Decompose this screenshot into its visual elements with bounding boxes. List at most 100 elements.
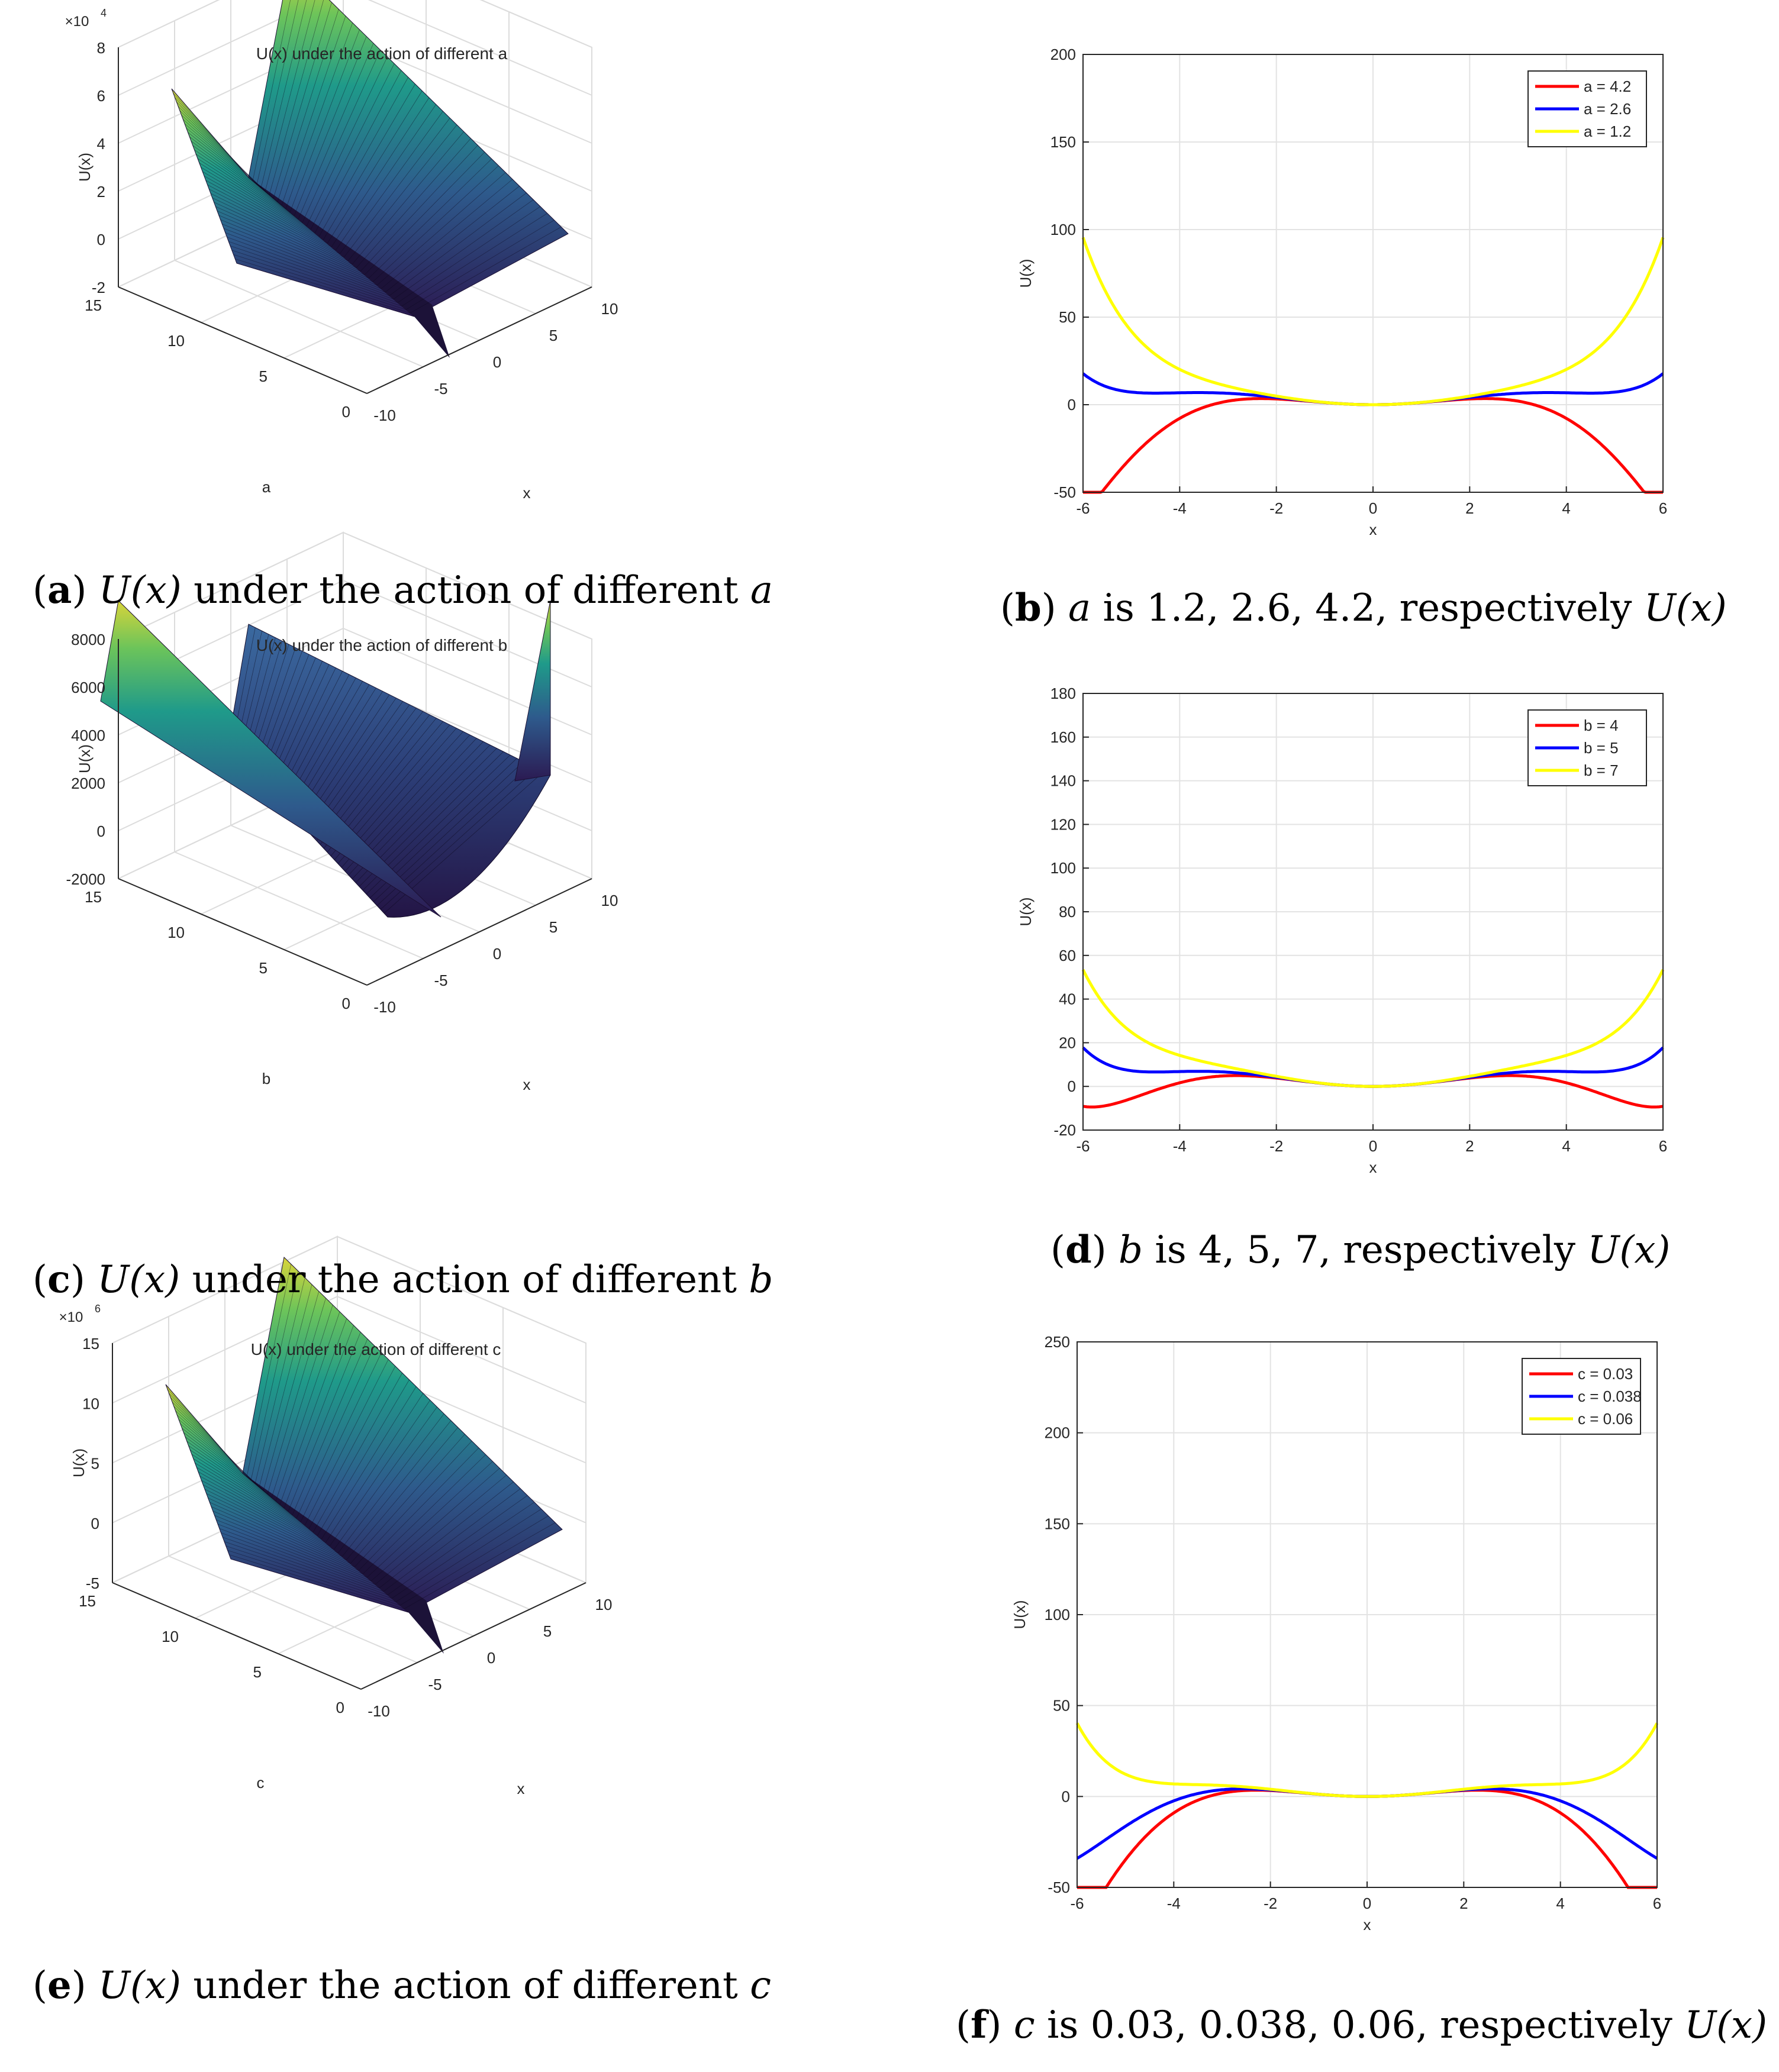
mesh-line (201, 1480, 334, 1550)
x-axis-label: x (523, 484, 531, 502)
mesh-line (214, 202, 357, 269)
mesh-line (179, 110, 270, 195)
mesh-line (271, 1305, 333, 1498)
mesh-line (228, 241, 394, 300)
z-tick-label: 6 (97, 87, 105, 105)
line-chart-f: -6 -4 -2 0 2 4 6 -50 0 50 100 150 200 250 x U(x) c = 0.0… (1011, 1333, 1661, 1934)
mesh-line (337, 1413, 444, 1554)
y-tick-label: 5 (259, 367, 268, 385)
mesh-line (196, 1467, 322, 1540)
legend-label-1: c = 0.03 (1578, 1365, 1633, 1383)
mesh-line (212, 198, 353, 265)
mesh-line (194, 149, 307, 227)
z-tick-label: 2000 (71, 774, 105, 792)
y-tick-label: 160 (1050, 728, 1076, 746)
mesh-line (208, 1497, 351, 1564)
x-tick-label: -5 (428, 1676, 441, 1693)
mesh-line (210, 193, 349, 262)
mesh-line (188, 1445, 301, 1522)
grid-line-z (479, 0, 592, 48)
mesh-line (199, 1476, 330, 1547)
mesh-line (312, 1373, 403, 1533)
x-tick-label: -6 (1076, 1137, 1090, 1155)
mesh-line (325, 1393, 424, 1543)
mesh-line (296, 1345, 375, 1519)
mesh-line (331, 97, 430, 247)
y-tick-label: 150 (1050, 133, 1076, 151)
mesh-line (184, 123, 282, 206)
legend-label-2: c = 0.038 (1578, 1387, 1642, 1405)
mesh-line (379, 1482, 514, 1589)
mesh-line (294, 36, 367, 216)
caption-letter: f (970, 2003, 987, 2047)
mesh-line (370, 1468, 500, 1582)
mesh-line (343, 118, 450, 258)
caption-letter: b (1014, 586, 1042, 630)
mesh-line (265, 0, 315, 192)
mesh-line (281, 15, 346, 206)
caption-letter: a (47, 568, 72, 612)
mesh-line (229, 1554, 405, 1609)
x-axis-line (366, 878, 592, 986)
x-tick-label: 5 (549, 918, 557, 936)
mesh-line (167, 1389, 247, 1477)
mesh-line (259, 1284, 312, 1487)
y-tick-label: 50 (1053, 1697, 1070, 1715)
y-tick-label: 140 (1050, 772, 1076, 790)
z-exponent-power: 6 (95, 1303, 101, 1315)
line-chart-b: -6 -4 -2 0 2 4 6 -50 0 50 100 150 200 x U(x) a = 4.2 a =… (1017, 46, 1667, 538)
mesh-line (389, 192, 527, 296)
x-tick-label: -2 (1269, 499, 1283, 517)
x-tick-label: 6 (1659, 1137, 1667, 1155)
z-tick-label: 15 (82, 1335, 99, 1353)
mesh-line (318, 77, 409, 237)
y-tick-label: 0 (336, 1699, 344, 1716)
mesh-line (341, 1420, 452, 1557)
mesh-line (381, 179, 513, 289)
mesh-line (193, 1458, 314, 1533)
mesh-line (225, 233, 386, 293)
mesh-line (173, 93, 253, 182)
mesh-line (275, 1311, 340, 1502)
z-tick-label: 6000 (71, 679, 105, 696)
mesh-line (304, 1359, 389, 1526)
mesh-line (260, 0, 307, 188)
mesh-line (387, 1495, 528, 1595)
z-axis-label: U(x) (70, 1448, 88, 1477)
z-tick-label: 8000 (71, 631, 105, 648)
mesh-line (233, 254, 407, 310)
mesh-line (207, 184, 340, 254)
z-tick-label: 4000 (71, 727, 105, 744)
legend-label-2: a = 2.6 (1584, 100, 1631, 118)
x-tick-label: 0 (1369, 1137, 1377, 1155)
y-tick-label: 100 (1050, 221, 1076, 238)
chart-title: U(x) under the action of different a (256, 44, 508, 63)
mesh-line (172, 1402, 260, 1487)
mesh-line (185, 1437, 293, 1515)
mesh-line (214, 1515, 368, 1578)
mesh-line (175, 1410, 268, 1495)
mesh-line (354, 1441, 472, 1567)
y-tick-label: -20 (1053, 1121, 1076, 1139)
y-axis-line (118, 878, 368, 986)
mesh-line (202, 171, 328, 244)
mesh-line (230, 246, 398, 303)
mesh-line (405, 220, 555, 310)
y-tick-label: 100 (1045, 1606, 1070, 1624)
y-tick-label: 10 (167, 924, 185, 941)
x-tick-label: 10 (601, 892, 618, 909)
mesh-line (203, 1484, 339, 1554)
mesh-line (204, 176, 332, 247)
grid-line-x (174, 260, 424, 367)
x-tick-label: 10 (601, 300, 618, 318)
mesh-line (182, 119, 278, 202)
x-tick-label: -6 (1076, 499, 1090, 517)
caption-f: (f) c is 0.03, 0.038, 0.06, respectively… (956, 2003, 1768, 2047)
mesh-line (178, 106, 266, 192)
mesh-line (283, 1325, 354, 1508)
mesh-line (310, 63, 395, 230)
y-tick-label: 10 (167, 332, 185, 350)
mesh-line (221, 1532, 384, 1592)
mesh-line (227, 1550, 401, 1606)
mesh-line (182, 1428, 285, 1509)
